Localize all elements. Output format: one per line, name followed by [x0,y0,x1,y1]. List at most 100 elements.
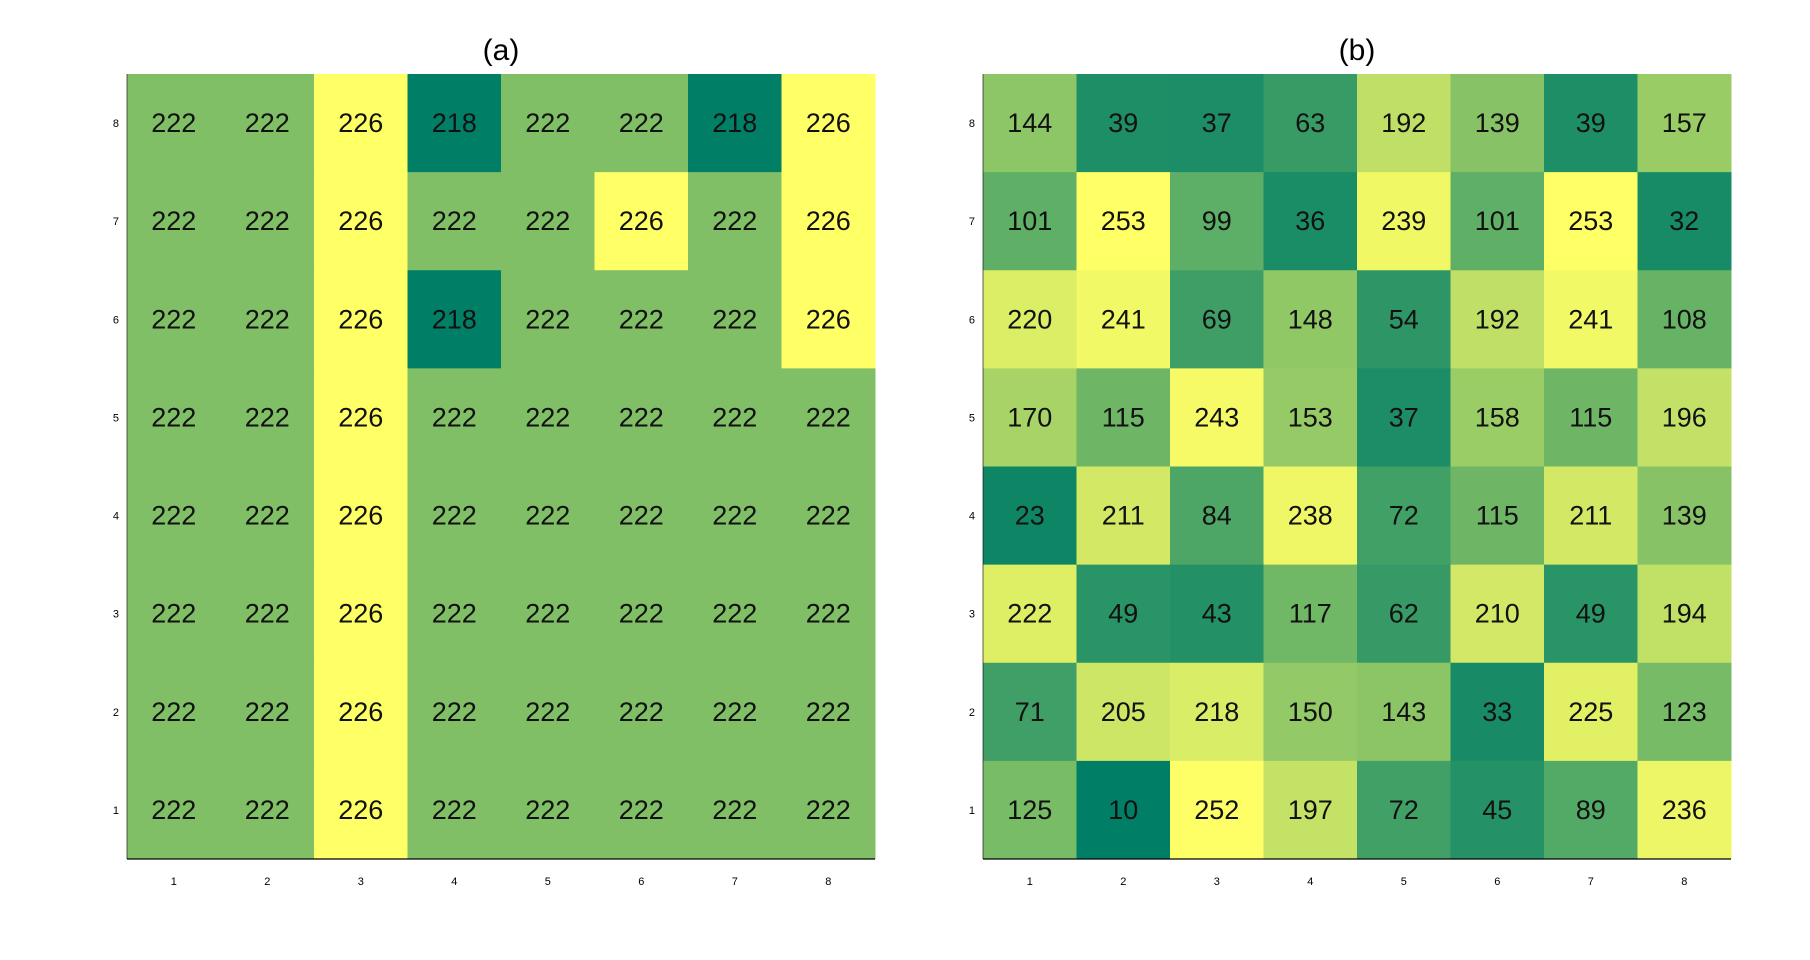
heatmap-cell [220,74,315,173]
x-tick-label: 3 [1214,876,1220,888]
cell-value-label: 222 [712,599,757,629]
heatmap-cell [1450,368,1545,467]
heatmap-cell [1544,270,1638,369]
heatmap-cell [314,74,408,173]
cell-value-label: 222 [151,697,196,727]
y-tick-label: 5 [969,412,975,424]
cell-value-label: 222 [151,206,196,236]
cell-value-label: 222 [619,108,664,138]
cell-value-label: 139 [1475,108,1520,138]
cell-value-label: 139 [1662,501,1707,531]
heatmap-cell [220,564,315,664]
cell-value-label: 222 [712,795,757,825]
cell-value-label: 23 [1015,501,1045,531]
cell-value-label: 226 [806,108,851,138]
y-tick-label: 8 [969,118,975,130]
cell-value-label: 170 [1007,402,1052,432]
cell-value-label: 222 [806,795,851,825]
cell-value-label: 222 [432,599,477,629]
heatmap-cell [501,172,595,271]
y-tick-label: 6 [113,314,119,326]
heatmap-cell [1170,760,1264,860]
cell-value-label: 225 [1568,697,1613,727]
heatmap-cell [220,270,315,369]
heatmap-cell [314,662,408,762]
cell-value-label: 222 [151,402,196,432]
heatmap-cell [1357,74,1451,173]
heatmap-cell [983,172,1077,271]
cell-value-label: 222 [525,599,570,629]
heatmap-cell [1544,564,1638,664]
y-tick-label: 8 [113,118,119,130]
cell-value-label: 211 [1102,501,1145,531]
x-tick-label: 3 [358,876,364,888]
cell-value-label: 222 [619,402,664,432]
cell-value-label: 218 [712,108,757,138]
heatmap-cell [1450,172,1545,271]
cell-value-label: 84 [1202,501,1232,531]
cell-value-label: 222 [619,795,664,825]
heatmap-cell [314,368,408,467]
cell-value-label: 150 [1288,697,1333,727]
cell-value-label: 226 [338,501,383,531]
cell-value-label: 222 [619,599,664,629]
x-tick-label: 6 [1494,876,1500,888]
heatmap-cell [1637,368,1732,467]
cell-value-label: 43 [1202,599,1232,629]
cell-value-label: 153 [1288,402,1333,432]
x-tick-label: 6 [638,876,644,888]
heatmap-cell [1637,172,1732,271]
x-tick-label: 8 [825,876,831,888]
heatmap-cell [1170,564,1264,664]
cell-value-label: 72 [1389,501,1419,531]
heatmap-cell [220,172,315,271]
y-tick-label: 5 [113,412,119,424]
cell-value-label: 210 [1475,599,1520,629]
cell-value-label: 222 [245,402,290,432]
heatmap-cell [1076,466,1171,566]
heatmap-cell [1450,270,1545,369]
y-tick-label: 7 [113,216,119,228]
cell-value-label: 220 [1007,304,1052,334]
cell-value-label: 252 [1194,795,1239,825]
cell-value-label: 222 [712,697,757,727]
heatmap-cell [314,172,408,271]
heatmap-cell [781,172,876,271]
cell-value-label: 115 [1569,402,1612,432]
y-tick-label: 6 [969,314,975,326]
y-tick-label: 7 [969,216,975,228]
heatmap-cell [594,270,689,369]
cell-value-label: 222 [151,304,196,334]
cell-value-label: 222 [151,599,196,629]
heatmap-cell [127,270,221,369]
x-tick-label: 4 [1307,876,1313,888]
heatmap-cell [781,270,876,369]
cell-value-label: 205 [1101,697,1146,727]
heatmap-cell [1170,368,1264,467]
heatmap-cell [220,368,315,467]
cell-value-label: 101 [1475,206,1520,236]
heatmap-cell [1450,564,1545,664]
heatmap-cell [1076,172,1171,271]
cell-value-label: 115 [1102,402,1145,432]
y-tick-label: 1 [969,805,975,817]
cell-value-label: 222 [432,206,477,236]
cell-value-label: 211 [1569,501,1612,531]
heatmap-cell [1263,466,1358,566]
cell-value-label: 226 [338,108,383,138]
heatmap-cell [501,466,595,566]
y-tick-label: 2 [969,707,975,719]
cell-value-label: 37 [1389,402,1419,432]
heatmap-cell [983,466,1077,566]
x-tick-label: 2 [264,876,270,888]
cell-value-label: 115 [1476,501,1519,531]
heatmap-cell [1544,74,1638,173]
cell-value-label: 222 [525,108,570,138]
cell-value-label: 239 [1381,206,1426,236]
heatmap-cell [127,74,221,173]
heatmap-cell [127,564,221,664]
heatmap-cell [407,760,502,860]
cell-value-label: 192 [1475,304,1520,334]
heatmap-cell [594,368,689,467]
